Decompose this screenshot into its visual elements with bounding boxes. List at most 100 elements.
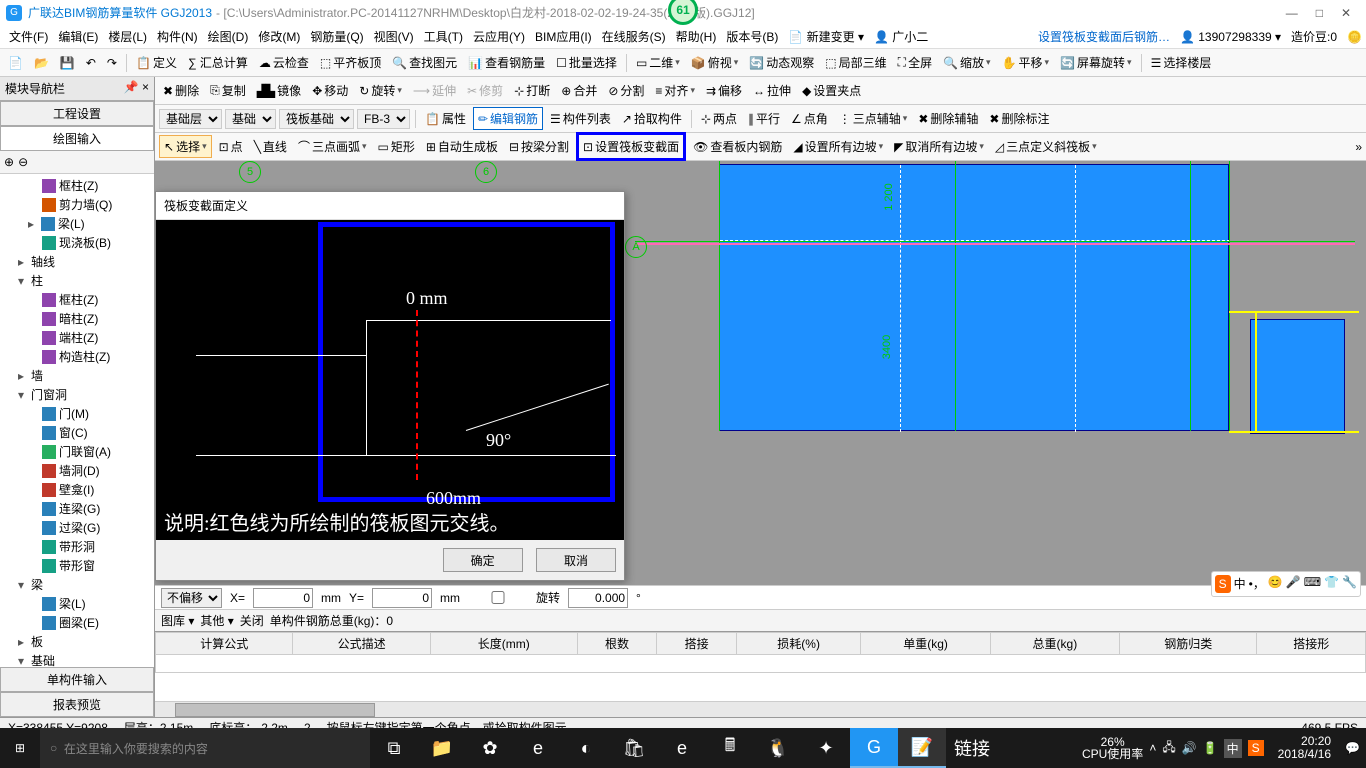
menu-12[interactable]: 帮助(H) — [671, 28, 722, 45]
stretch-button[interactable]: ↔ 拉伸 — [749, 80, 795, 101]
menu-7[interactable]: 视图(V) — [369, 28, 419, 45]
arc-tool[interactable]: ⌒ 三点画弧 — [294, 136, 371, 157]
img-lib-button[interactable]: 图库 ▾ — [161, 612, 194, 629]
auto-gen-button[interactable]: ⊞ 自动生成板 — [422, 136, 502, 157]
align-button[interactable]: ≡ 对齐 — [651, 80, 699, 101]
drawing-canvas[interactable]: 5 6 A 1 200 3400 筏板变截面定义 0 mm — [155, 161, 1366, 585]
expand-icon[interactable]: ⊕ — [4, 155, 14, 169]
table-header[interactable]: 公式描述 — [293, 633, 430, 655]
batch-sel-button[interactable]: ☐ 批量选择 — [552, 52, 621, 73]
minimize-button[interactable]: — — [1286, 6, 1298, 20]
tree-item[interactable]: 暗柱(Z) — [0, 309, 154, 328]
single-comp-input-tab[interactable]: 单构件输入 — [0, 667, 154, 692]
type-select[interactable]: 筏板基础 — [279, 109, 354, 129]
table-header[interactable]: 计算公式 — [156, 633, 293, 655]
tree-item[interactable]: 端柱(Z) — [0, 328, 154, 347]
phone-label[interactable]: 👤 13907298339 ▾ — [1180, 30, 1281, 44]
pick-comp-button[interactable]: ↗ 拾取构件 — [618, 108, 686, 129]
tree-item[interactable]: 梁(L) — [0, 594, 154, 613]
connect-label[interactable]: 链接 — [946, 728, 998, 768]
property-button[interactable]: 📋 属性 — [421, 108, 470, 129]
component-select[interactable]: FB-3 — [357, 109, 410, 129]
notifications-icon[interactable]: 💬 — [1345, 741, 1360, 755]
sum-calc-button[interactable]: ∑ 汇总计算 — [184, 52, 252, 73]
store-icon[interactable]: 🛍 — [610, 728, 658, 768]
new-change-button[interactable]: 📄 新建变更 ▾ — [783, 28, 869, 45]
pt-angle-button[interactable]: ∠ 点角 — [787, 108, 832, 129]
ime-skin-icon[interactable]: 👕 — [1324, 575, 1339, 593]
angle-input[interactable] — [568, 588, 628, 608]
user-small[interactable]: 👤 广小二 — [869, 28, 933, 45]
start-button[interactable]: ⊞ — [0, 728, 40, 768]
tree-item[interactable]: 壁龛(I) — [0, 480, 154, 499]
set-raft-section-button[interactable]: ⊡ 设置筏板变截面 — [576, 132, 686, 161]
line-tool[interactable]: ╲ 直线 — [250, 136, 291, 157]
menu-11[interactable]: 在线服务(S) — [597, 28, 671, 45]
tree-item[interactable]: 圈梁(E) — [0, 613, 154, 632]
define-button[interactable]: 📋 定义 — [132, 52, 181, 73]
tree-item[interactable]: 带形洞 — [0, 537, 154, 556]
ime-tool-icon[interactable]: 🔧 — [1342, 575, 1357, 593]
three-pt-def-button[interactable]: ◿ 三点定义斜筏板 — [991, 136, 1101, 157]
category-select[interactable]: 基础 — [225, 109, 276, 129]
app-icon-1[interactable]: ✿ — [466, 728, 514, 768]
tree-item[interactable]: 框柱(Z) — [0, 290, 154, 309]
flat-top-button[interactable]: ⬚ 平齐板顶 — [316, 52, 385, 73]
qq-icon[interactable]: 🐧 — [754, 728, 802, 768]
tree-item[interactable]: 过梁(G) — [0, 518, 154, 537]
ime-keyboard-icon[interactable]: ⌨ — [1304, 575, 1321, 593]
two-pt-button[interactable]: ⊹ 两点 — [697, 108, 741, 129]
ime-cn-icon[interactable]: 中 — [1234, 575, 1246, 593]
tree-item[interactable]: ▾门窗洞 — [0, 385, 154, 404]
raft-region-1[interactable] — [719, 164, 1229, 431]
menu-13[interactable]: 版本号(B) — [721, 28, 783, 45]
screen-rotate-button[interactable]: 🔄 屏幕旋转 — [1056, 52, 1136, 73]
rotate-checkbox[interactable] — [468, 591, 528, 604]
calc-icon[interactable]: 🖩 — [706, 728, 754, 768]
offset-button[interactable]: ⇉ 偏移 — [702, 80, 746, 101]
delete-button[interactable]: ✖ 删除 — [159, 80, 203, 101]
maximize-button[interactable]: □ — [1316, 6, 1323, 20]
tree-item[interactable]: ▾柱 — [0, 271, 154, 290]
tray-network-icon[interactable]: 🖧 — [1162, 738, 1175, 759]
point-tool[interactable]: ⊡ 点 — [215, 136, 247, 157]
y-input[interactable] — [372, 588, 432, 608]
tree-item[interactable]: ▸板 — [0, 632, 154, 651]
new-icon[interactable]: 📄 — [4, 54, 27, 72]
ime-floating-toolbar[interactable]: S 中 •， 😊 🎤 ⌨ 👕 🔧 — [1211, 571, 1361, 597]
menu-5[interactable]: 修改(M) — [253, 28, 305, 45]
explorer-icon[interactable]: 📁 — [418, 728, 466, 768]
menu-1[interactable]: 编辑(E) — [53, 28, 103, 45]
del-aux-button[interactable]: ✖ 删除辅轴 — [914, 108, 982, 129]
tree-item[interactable]: 构造柱(Z) — [0, 347, 154, 366]
del-label-button[interactable]: ✖ 删除标注 — [985, 108, 1053, 129]
close-lib-button[interactable]: 关闭 — [240, 612, 264, 629]
horizontal-scrollbar[interactable] — [155, 701, 1366, 717]
fullscreen-button[interactable]: ⛶ 全屏 — [894, 52, 936, 73]
raft-region-2[interactable] — [1250, 319, 1345, 434]
open-icon[interactable]: 📂 — [30, 54, 53, 72]
notes-icon[interactable]: 📝 — [898, 728, 946, 768]
dialog-ok-button[interactable]: 确定 — [443, 548, 523, 572]
toolbar-overflow-icon[interactable]: » — [1355, 140, 1362, 154]
menu-9[interactable]: 云应用(Y) — [468, 28, 530, 45]
save-icon[interactable]: 💾 — [56, 54, 79, 72]
component-tree[interactable]: 框柱(Z)剪力墙(Q)▸梁(L)现浇板(B)▸轴线▾柱框柱(Z)暗柱(Z)端柱(… — [0, 174, 154, 667]
menu-3[interactable]: 构件(N) — [152, 28, 203, 45]
tree-item[interactable]: ▸梁(L) — [0, 214, 154, 233]
undo-icon[interactable]: ↶ — [82, 54, 100, 72]
dyn-obs-button[interactable]: 🔄 动态观察 — [745, 52, 818, 73]
project-settings-tab[interactable]: 工程设置 — [0, 101, 154, 126]
select-floor-button[interactable]: ☰ 选择楼层 — [1147, 52, 1216, 73]
collapse-icon[interactable]: ⊖ — [18, 155, 28, 169]
tree-item[interactable]: 框柱(Z) — [0, 176, 154, 195]
blue-help-link[interactable]: 设置筏板变截面后钢筋… — [1038, 28, 1170, 45]
local-3d-button[interactable]: ⬚ 局部三维 — [821, 52, 890, 73]
select-tool[interactable]: ↖ 选择 — [159, 135, 212, 158]
app-icon-2[interactable]: ◐ — [562, 728, 610, 768]
taskbar-clock[interactable]: 20:202018/4/16 — [1270, 735, 1339, 761]
tray-battery-icon[interactable]: 🔋 — [1203, 741, 1218, 755]
table-header[interactable]: 单重(kg) — [861, 633, 990, 655]
tree-item[interactable]: 门联窗(A) — [0, 442, 154, 461]
update-badge[interactable]: 61 — [668, 0, 698, 25]
